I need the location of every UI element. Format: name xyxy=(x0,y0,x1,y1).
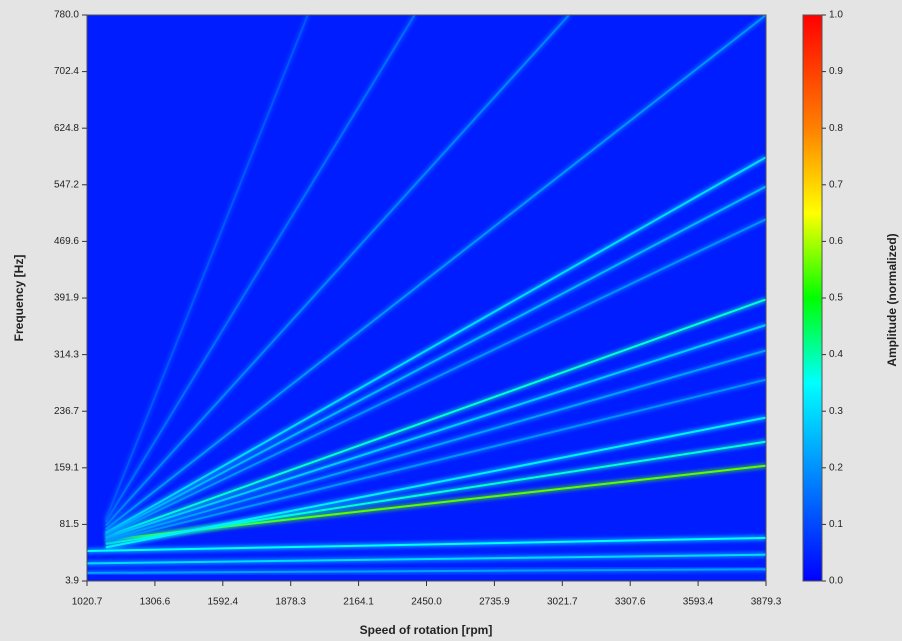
y-tick-label: 780.0 xyxy=(54,10,79,21)
y-tick-label: 314.3 xyxy=(54,349,79,360)
ridge xyxy=(105,378,766,543)
ridge xyxy=(105,416,766,549)
ridge xyxy=(87,553,766,565)
y-tick-label: 81.5 xyxy=(60,519,80,530)
plot-area xyxy=(87,15,766,581)
y-tick-label: 624.8 xyxy=(54,123,79,134)
x-tick-label: 1878.3 xyxy=(275,597,306,608)
ridge xyxy=(104,15,416,523)
y-tick-label: 469.6 xyxy=(54,236,79,247)
ridge xyxy=(105,15,766,530)
y-tick-label: 547.2 xyxy=(54,179,79,190)
x-tick-label: 3307.6 xyxy=(615,597,646,608)
x-tick-label: 3593.4 xyxy=(683,597,714,608)
x-tick-label: 2450.0 xyxy=(411,597,442,608)
x-tick-label: 3879.3 xyxy=(751,597,782,608)
ridge xyxy=(105,15,570,527)
x-tick-label: 1020.7 xyxy=(72,597,103,608)
colorbar-tick-label: 0.6 xyxy=(829,236,843,247)
ridge xyxy=(87,568,766,574)
ridge xyxy=(105,218,766,537)
ridge xyxy=(105,185,766,536)
colorbar-tick-label: 0.2 xyxy=(829,462,843,473)
colorbar-tick-label: 0.7 xyxy=(829,179,843,190)
x-tick-label: 2164.1 xyxy=(343,597,374,608)
colorbar-tick-label: 0.1 xyxy=(829,519,843,530)
colorbar-tick-label: 0.4 xyxy=(829,349,843,360)
colorbar-tick-label: 0.8 xyxy=(829,123,843,134)
ridge xyxy=(105,298,766,538)
x-tick-label: 3021.7 xyxy=(547,597,578,608)
y-axis-title: Frequency [Hz] xyxy=(12,255,26,342)
ridge xyxy=(104,15,309,521)
ridge xyxy=(87,536,766,553)
y-tick-label: 391.9 xyxy=(54,293,79,304)
ridge xyxy=(105,156,766,534)
ridge xyxy=(105,323,766,539)
ridge xyxy=(105,349,766,542)
colorbar-tick-label: 0.5 xyxy=(829,293,843,304)
y-tick-label: 702.4 xyxy=(54,66,79,77)
colorbar-title: Amplitude (normalized) xyxy=(885,233,899,366)
colorbar xyxy=(802,14,823,582)
x-tick-label: 2735.9 xyxy=(479,597,510,608)
colorbar-tick-label: 0.3 xyxy=(829,406,843,417)
colorbar-tick-label: 0.9 xyxy=(829,66,843,77)
x-axis-title: Speed of rotation [rpm] xyxy=(360,623,493,637)
colorbar-tick-label: 1.0 xyxy=(829,10,843,21)
y-tick-label: 159.1 xyxy=(54,462,79,473)
y-tick-label: 3.9 xyxy=(65,576,79,587)
x-tick-label: 1592.4 xyxy=(207,597,238,608)
colorbar-tick-label: 0.0 xyxy=(829,576,843,587)
x-tick-label: 1306.6 xyxy=(140,597,171,608)
y-tick-label: 236.7 xyxy=(54,406,79,417)
